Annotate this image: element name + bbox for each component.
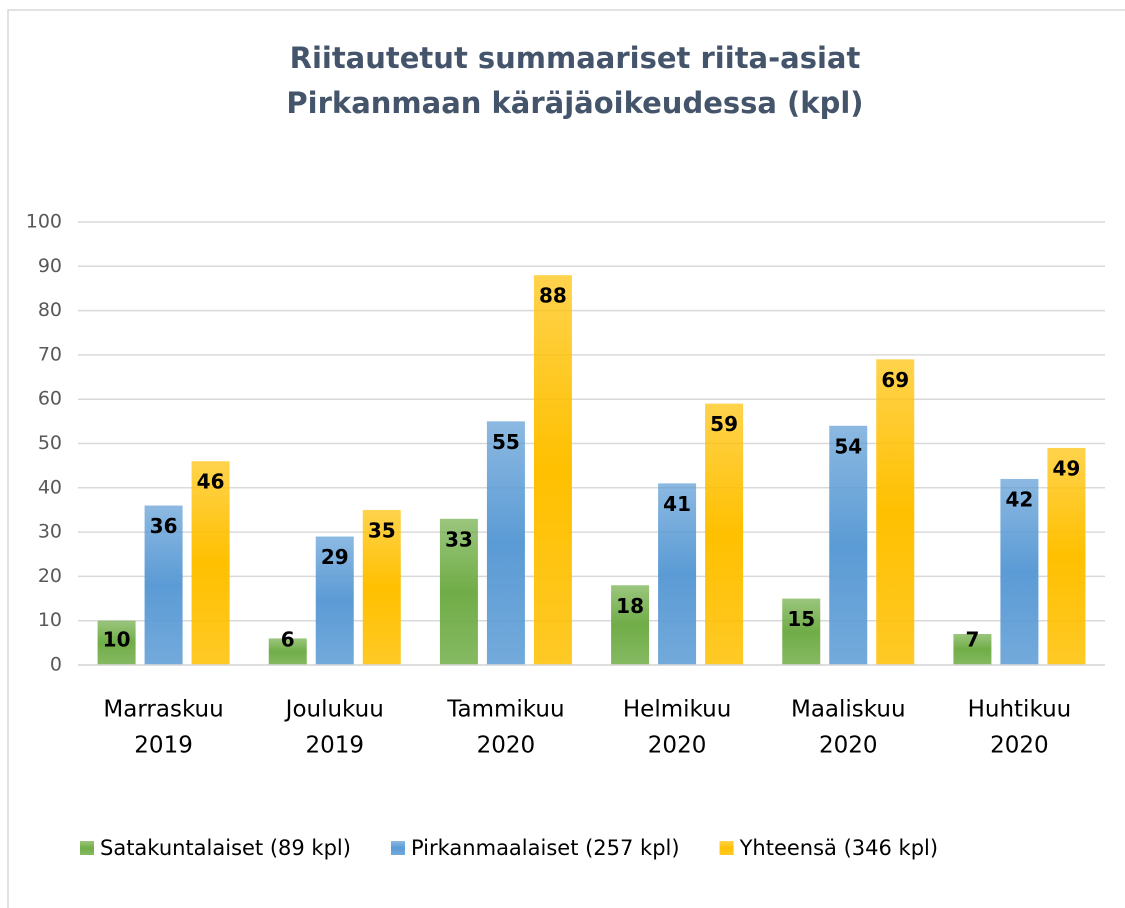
legend-swatch: [390, 841, 405, 855]
y-tick-label: 20: [38, 565, 62, 587]
bar: [876, 359, 915, 665]
x-tick-label: Marraskuu: [103, 697, 223, 723]
y-tick-label: 30: [38, 521, 62, 543]
bar: [97, 620, 136, 665]
x-tick-label: 2020: [990, 733, 1049, 759]
bar: [144, 505, 183, 665]
y-tick-label: 40: [38, 476, 62, 498]
data-label: 15: [787, 607, 815, 631]
bar: [782, 598, 821, 665]
chart-title: Riitautetut summaariset riita-asiat: [290, 41, 861, 75]
data-label: 69: [881, 368, 909, 392]
bar: [611, 585, 650, 665]
y-tick-label: 90: [38, 255, 62, 277]
bar: [533, 275, 572, 665]
y-tick-label: 50: [38, 432, 62, 454]
x-tick-label: 2019: [305, 733, 364, 759]
x-tick-label: Helmikuu: [623, 697, 731, 723]
bar: [658, 483, 697, 665]
x-tick-label: 2020: [819, 733, 878, 759]
y-tick-label: 0: [50, 654, 62, 676]
bar: [829, 425, 868, 665]
data-label: 35: [368, 518, 396, 542]
bar: [1047, 447, 1086, 665]
data-label: 29: [321, 545, 349, 569]
data-label: 36: [150, 514, 178, 538]
legend-swatch: [80, 841, 94, 855]
data-label: 46: [197, 470, 225, 494]
bar: [439, 518, 478, 665]
data-label: 88: [539, 284, 567, 308]
x-tick-label: Tammikuu: [446, 697, 564, 723]
data-label: 59: [710, 412, 738, 436]
bar: [953, 633, 992, 665]
data-label: 54: [834, 434, 862, 458]
y-tick-label: 60: [38, 388, 62, 410]
data-label: 7: [965, 628, 979, 652]
bar: [191, 461, 230, 665]
bar: [362, 509, 401, 665]
legend-label: Satakuntalaiset (89 kpl): [100, 836, 351, 860]
legend-label: Yhteensä (346 kpl): [739, 836, 938, 860]
bar: [705, 403, 744, 665]
data-label: 6: [281, 628, 295, 652]
y-tick-label: 10: [38, 609, 62, 631]
data-label: 33: [445, 527, 473, 551]
y-tick-label: 80: [38, 299, 62, 321]
bar: [268, 638, 307, 665]
data-label: 41: [663, 492, 691, 516]
bar: [315, 536, 354, 665]
bar: [486, 421, 525, 665]
legend-label: Pirkanmaalaiset (257 kpl): [411, 836, 680, 860]
data-label: 42: [1005, 487, 1033, 511]
x-tick-label: 2019: [134, 733, 193, 759]
x-tick-label: Joulukuu: [284, 697, 384, 723]
data-label: 49: [1052, 456, 1080, 480]
data-label: 18: [616, 594, 644, 618]
data-label: 10: [103, 628, 131, 652]
x-tick-label: Maaliskuu: [791, 697, 906, 723]
chart-title: Pirkanmaan käräjäoikeudessa (kpl): [286, 86, 863, 120]
bar: [1000, 478, 1039, 665]
y-tick-label: 100: [26, 211, 62, 233]
x-tick-label: 2020: [648, 733, 707, 759]
y-tick-label: 70: [38, 343, 62, 365]
x-tick-label: 2020: [477, 733, 536, 759]
legend-swatch: [719, 841, 734, 855]
data-label: 55: [492, 430, 520, 454]
x-tick-label: Huhtikuu: [968, 697, 1072, 723]
